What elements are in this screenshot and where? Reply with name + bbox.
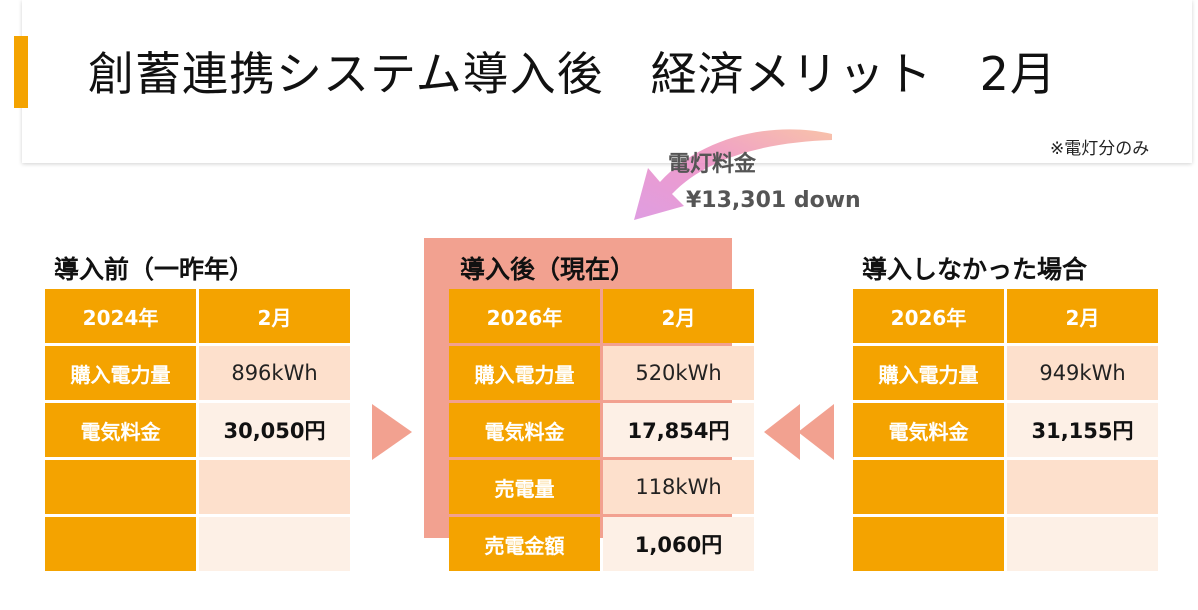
without-empty-label — [853, 517, 1004, 571]
savings-label: 電灯料金 — [668, 152, 757, 177]
after-value-3: 1,060円 — [603, 517, 754, 571]
before-table: 2024年 2月 購入電力量 896kWh 電気料金 30,050円 — [42, 286, 353, 574]
without-label-1: 電気料金 — [853, 403, 1004, 457]
before-empty-label — [45, 517, 196, 571]
after-label-1: 電気料金 — [449, 403, 600, 457]
after-year: 2026年 — [449, 289, 600, 343]
before-label-1: 電気料金 — [45, 403, 196, 457]
title-accent-bar — [14, 36, 28, 108]
before-empty-value — [199, 517, 350, 571]
without-label-0: 購入電力量 — [853, 346, 1004, 400]
before-year: 2024年 — [45, 289, 196, 343]
savings-amount: ¥13,301 down — [686, 188, 861, 213]
after-value-1: 17,854円 — [603, 403, 754, 457]
after-value-2: 118kWh — [603, 460, 754, 514]
without-year: 2026年 — [853, 289, 1004, 343]
after-month: 2月 — [603, 289, 754, 343]
after-value-0: 520kWh — [603, 346, 754, 400]
right-triangle-icon — [372, 404, 412, 460]
after-label-0: 購入電力量 — [449, 346, 600, 400]
page-title: 創蓄連携システム導入後 経済メリット 2月 — [88, 47, 1057, 101]
without-value-1: 31,155円 — [1007, 403, 1158, 457]
without-empty-value — [1007, 517, 1158, 571]
scope-note: ※電灯分のみ — [1050, 139, 1150, 159]
after-heading: 導入後（現在） — [460, 255, 636, 284]
after-label-2: 売電量 — [449, 460, 600, 514]
before-value-1: 30,050円 — [199, 403, 350, 457]
title-panel — [22, 0, 1192, 163]
before-heading: 導入前（一昨年） — [54, 255, 255, 284]
after-label-3: 売電金額 — [449, 517, 600, 571]
without-month: 2月 — [1007, 289, 1158, 343]
without-value-0: 949kWh — [1007, 346, 1158, 400]
without-empty-value — [1007, 460, 1158, 514]
double-left-triangle-icon — [764, 404, 834, 460]
before-month: 2月 — [199, 289, 350, 343]
without-empty-label — [853, 460, 1004, 514]
without-heading: 導入しなかった場合 — [862, 255, 1088, 284]
after-table: 2026年 2月 購入電力量 520kWh 電気料金 17,854円 売電量 1… — [446, 286, 757, 574]
curved-down-arrow-icon — [634, 129, 832, 220]
before-label-0: 購入電力量 — [45, 346, 196, 400]
before-empty-label — [45, 460, 196, 514]
before-empty-value — [199, 460, 350, 514]
before-value-0: 896kWh — [199, 346, 350, 400]
without-table: 2026年 2月 購入電力量 949kWh 電気料金 31,155円 — [850, 286, 1161, 574]
